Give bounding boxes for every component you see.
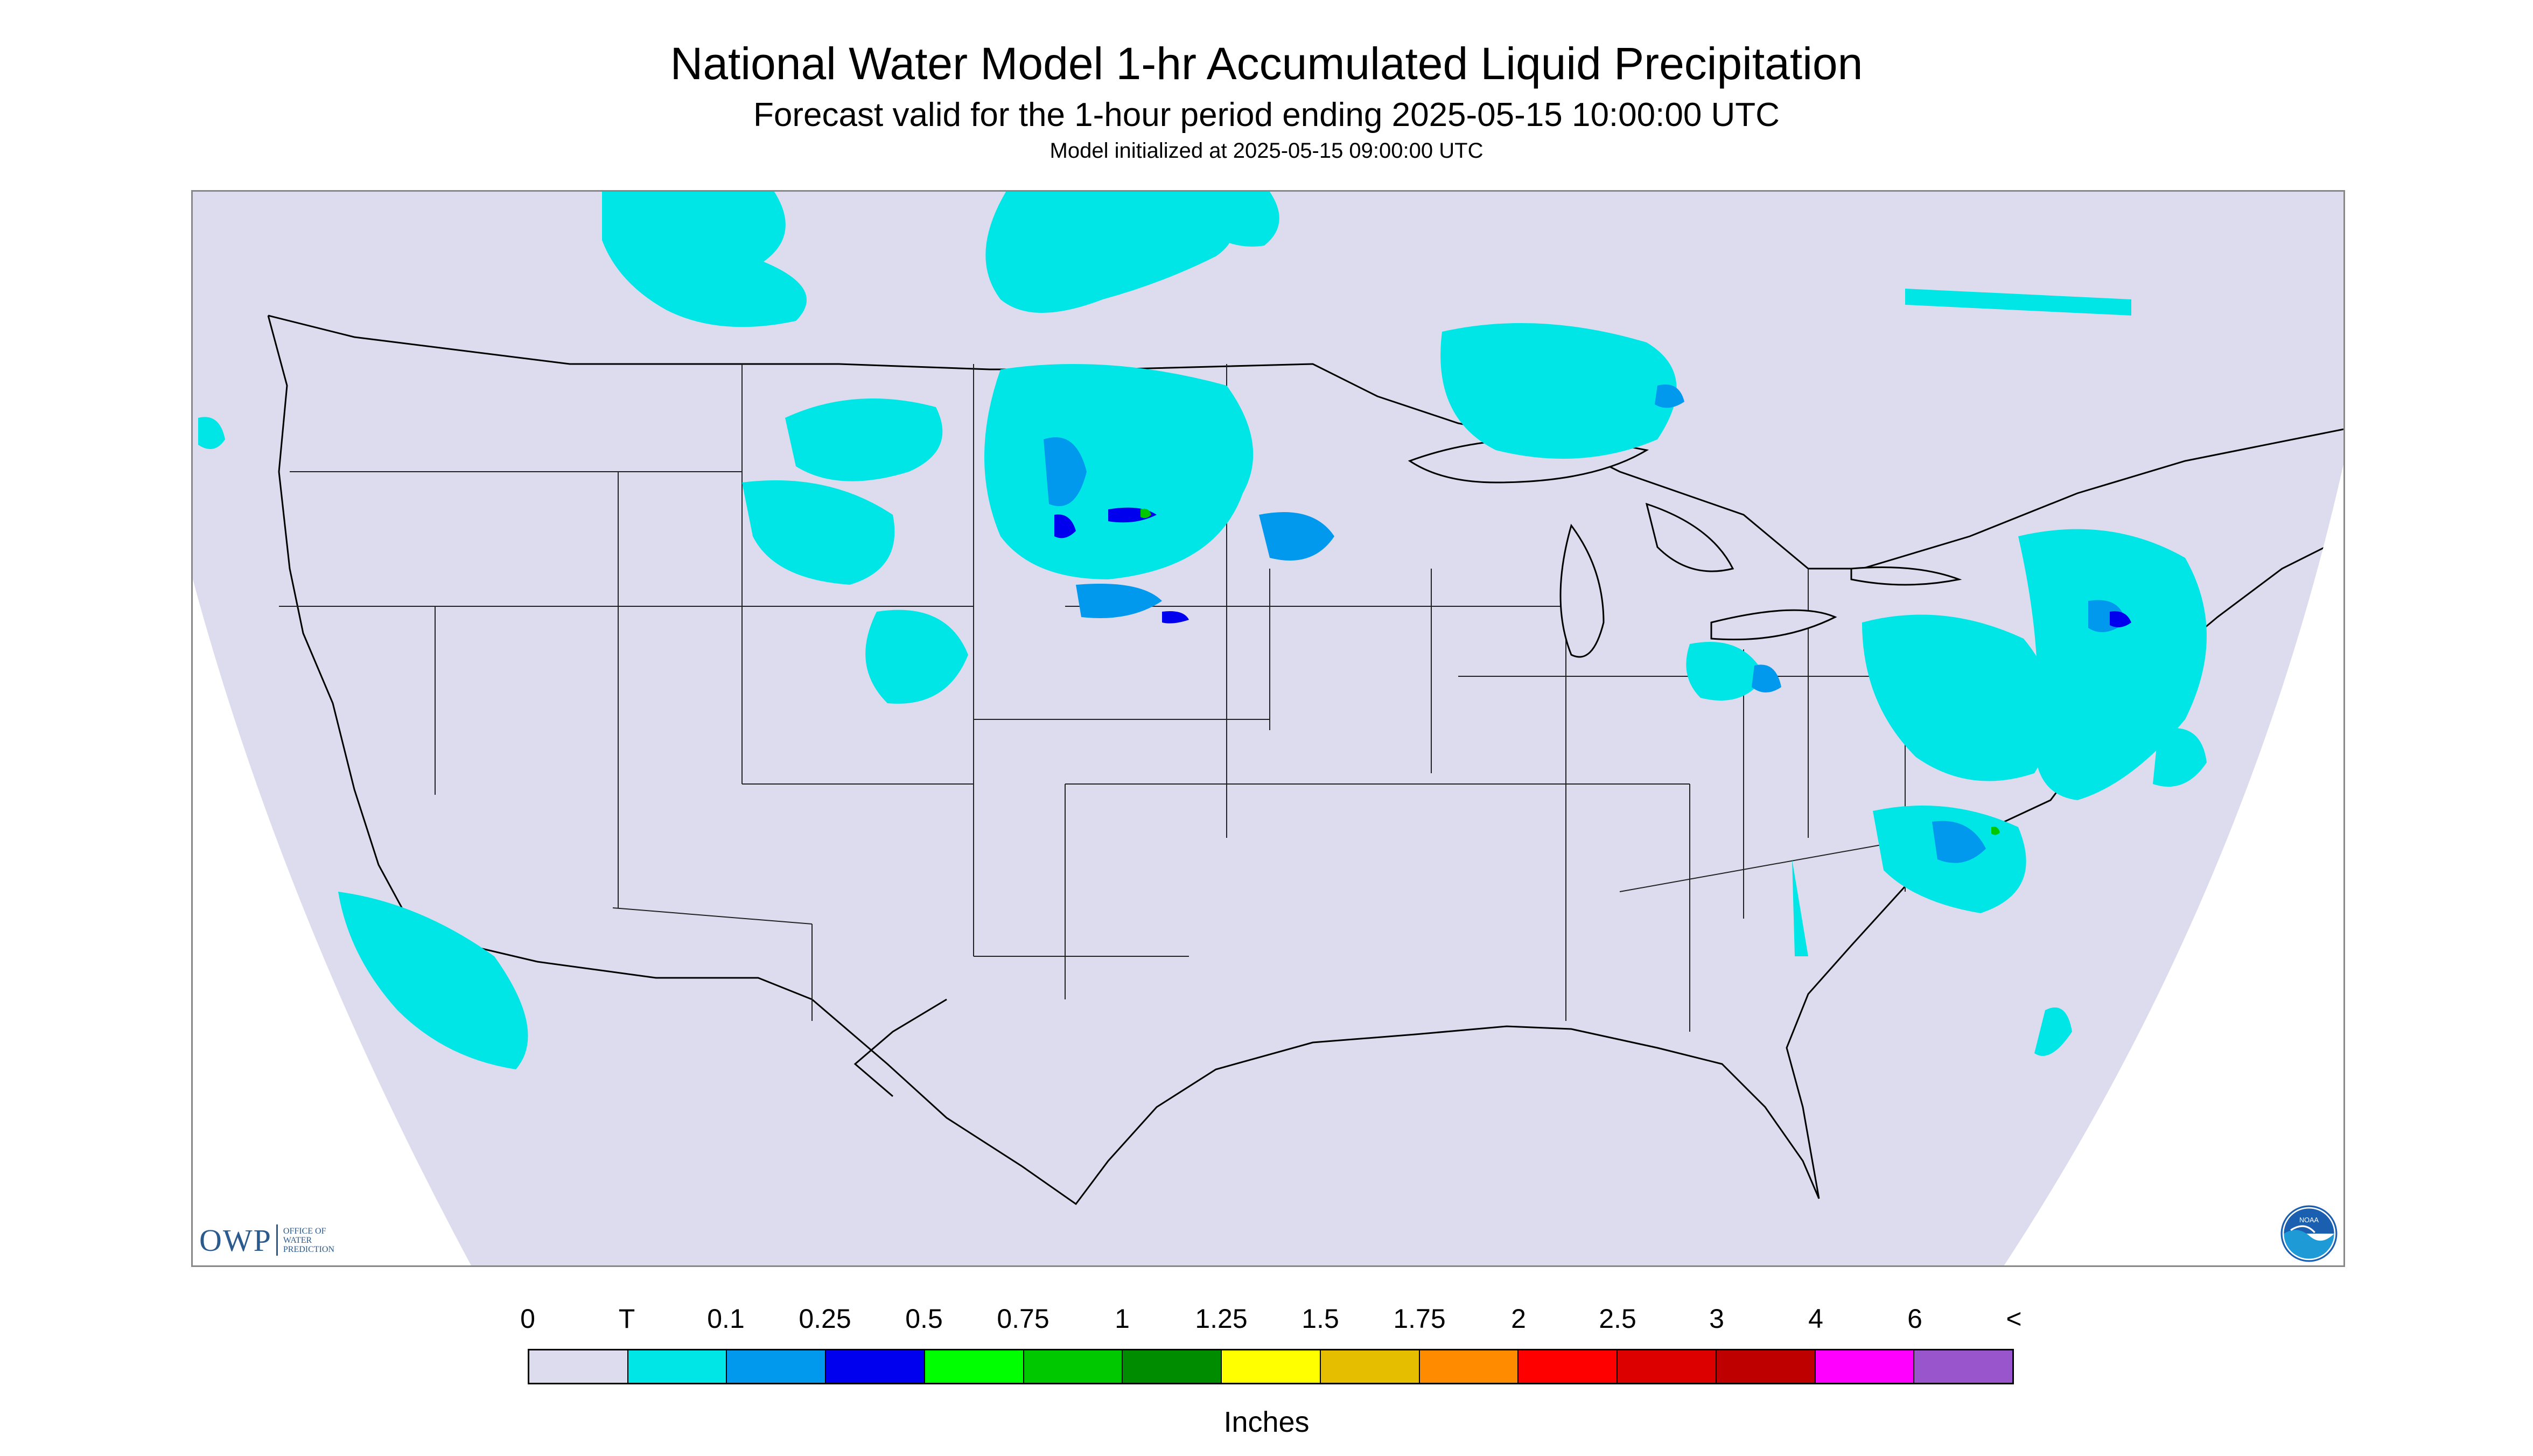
owp-logo-line2: Water <box>283 1235 312 1245</box>
legend-tick-label: T <box>618 1304 635 1334</box>
legend-swatch <box>1123 1350 1222 1383</box>
outside-domain <box>193 579 471 1265</box>
legend-swatch <box>727 1350 827 1383</box>
owp-logo-line3: Prediction <box>283 1244 334 1254</box>
legend-swatch <box>1914 1350 2013 1383</box>
owp-logo-line1: Office of <box>283 1226 326 1236</box>
outside-domain-east <box>2004 464 2343 1265</box>
noaa-logo: NOAA <box>2280 1205 2338 1262</box>
legend-swatch <box>1815 1350 1915 1383</box>
legend-tick-label: 2 <box>1511 1304 1526 1334</box>
legend-tick-label: 0 <box>520 1304 535 1334</box>
legend-swatch <box>1320 1350 1420 1383</box>
owp-logo: OWP Office of Water Prediction <box>199 1221 334 1259</box>
legend-swatch <box>1222 1350 1321 1383</box>
legend-tick-label: 0.1 <box>707 1304 745 1334</box>
model-domain-area <box>193 192 2343 1265</box>
map-canvas <box>193 192 2343 1265</box>
legend-swatch <box>1024 1350 1123 1383</box>
owp-logo-text: Office of Water Prediction <box>283 1227 334 1254</box>
model-init-line: Model initialized at 2025-05-15 09:00:00… <box>1049 139 1484 163</box>
legend-tick-label: 1 <box>1115 1304 1130 1334</box>
legend-tick-label: 0.75 <box>997 1304 1049 1334</box>
legend-tick-label: 4 <box>1808 1304 1823 1334</box>
legend-tick-label: 0.5 <box>905 1304 943 1334</box>
precipitation-map <box>191 190 2345 1267</box>
map-subtitle: Forecast valid for the 1-hour period end… <box>753 96 1780 134</box>
color-legend: 0 T 0.1 0.25 0.5 0.75 1 1.25 1.5 1.75 2 2.5 3 4 6 < <box>520 1303 2022 1389</box>
noaa-logo-text: NOAA <box>2299 1216 2319 1224</box>
owp-logo-divider <box>276 1224 278 1256</box>
precip-peak <box>1140 508 2000 835</box>
legend-color-bar <box>528 1349 2014 1384</box>
legend-tick-label: 1.5 <box>1302 1304 1339 1334</box>
legend-tick-label: < <box>2006 1304 2022 1334</box>
legend-tick-label: 6 <box>1907 1304 1922 1334</box>
legend-swatch <box>628 1350 727 1383</box>
legend-tick-label: 2.5 <box>1599 1304 1636 1334</box>
legend-tick-label: 0.25 <box>799 1304 851 1334</box>
legend-tick-label: 1.75 <box>1393 1304 1446 1334</box>
legend-swatch <box>1519 1350 1618 1383</box>
legend-tick-label: 1.25 <box>1195 1304 1248 1334</box>
legend-swatch <box>529 1350 628 1383</box>
legend-swatch <box>1716 1350 1816 1383</box>
precip-moderate <box>1044 384 2126 863</box>
precip-light <box>198 192 2207 1069</box>
legend-swatch <box>1419 1350 1519 1383</box>
legend-swatch <box>1618 1350 1717 1383</box>
legend-swatch <box>826 1350 925 1383</box>
map-title: National Water Model 1-hr Accumulated Li… <box>670 38 1863 89</box>
owp-logo-mark: OWP <box>199 1222 272 1258</box>
legend-swatch <box>925 1350 1024 1383</box>
legend-tick-label: 3 <box>1709 1304 1724 1334</box>
legend-units-label: Inches <box>1223 1406 1310 1438</box>
